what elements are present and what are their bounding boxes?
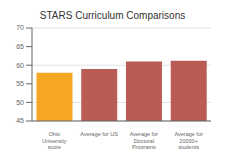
- svg-text:OhioUniversityscore: OhioUniversityscore: [42, 131, 66, 149]
- svg-text:50: 50: [16, 99, 24, 106]
- svg-text:65: 65: [16, 43, 24, 50]
- svg-text:60: 60: [16, 62, 24, 69]
- html-text:STARS Curriculum Comparisons: STARS Curriculum Comparisons: [39, 10, 186, 21]
- svg-text:Average forDoctoralPrograms: Average forDoctoralPrograms: [130, 131, 159, 149]
- svg-text:Average for US: Average for US: [80, 131, 118, 137]
- svg-text:45: 45: [16, 117, 24, 124]
- svg-text:Average for20000+students: Average for20000+students: [174, 131, 203, 149]
- svg-text:70: 70: [16, 24, 24, 31]
- svg-text:55: 55: [16, 80, 24, 87]
